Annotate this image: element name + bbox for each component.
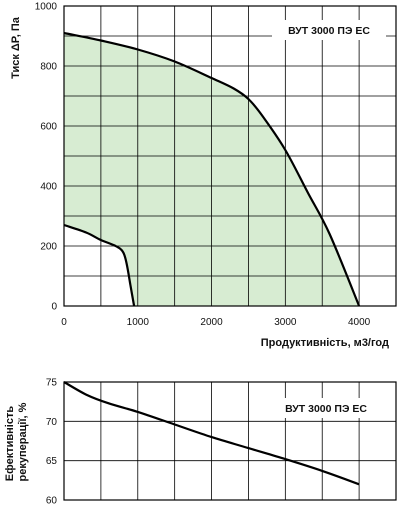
pressure-chart: 0 200 400 600 800 1000 0 1000 2000 3000 4000 ВУТ …	[10, 2, 397, 349]
pressure-y-tick-label: 800	[40, 62, 57, 73]
pressure-y-ticks: 0 200 400 600 800 1000	[35, 2, 58, 313]
efficiency-y-tick-label: 75	[46, 378, 58, 389]
pressure-y-tick-label: 600	[40, 122, 57, 133]
pressure-x-tick-label: 3000	[274, 317, 297, 328]
pressure-x-tick-label: 1000	[127, 317, 150, 328]
lower-curve	[63, 223, 136, 307]
pressure-x-tick-label: 4000	[348, 317, 371, 328]
efficiency-line	[63, 381, 360, 486]
efficiency-model-label: ВУТ 3000 ПЭ ЕС	[285, 403, 367, 415]
efficiency-y-tick-label: 60	[46, 496, 58, 507]
pressure-y-axis-title: Тиск ΔP, Па	[10, 16, 22, 79]
efficiency-y-tick-label: 70	[46, 417, 58, 428]
efficiency-chart: 60 65 70 75 ВУТ 3000 ПЭ ЕС Ефективність рек…	[4, 378, 397, 507]
efficiency-model-label-box	[266, 398, 386, 418]
pressure-x-tick-label: 0	[61, 317, 67, 328]
efficiency-y-axis-title: Ефективність рекуперації, %	[4, 402, 29, 481]
efficiency-y-axis-title-line1: Ефективність	[4, 406, 16, 482]
pressure-y-tick-label: 400	[40, 182, 57, 193]
efficiency-y-tick-label: 65	[46, 456, 58, 467]
pressure-y-tick-label: 0	[51, 302, 57, 313]
pressure-x-ticks: 0 1000 2000 3000 4000	[61, 317, 370, 328]
pressure-plot-frame	[63, 5, 397, 307]
pressure-model-label: ВУТ 3000 ПЭ ЕС	[288, 25, 370, 37]
efficiency-plot-frame	[63, 381, 397, 501]
pressure-y-tick-label: 200	[40, 242, 57, 253]
pressure-x-tick-label: 2000	[200, 317, 223, 328]
efficiency-y-axis-title-line2: рекуперації, %	[17, 402, 29, 481]
pressure-y-tick-label: 1000	[35, 2, 58, 13]
upper-curve	[63, 31, 361, 307]
pressure-x-axis-title: Продуктивність, м3/год	[261, 337, 389, 349]
efficiency-y-ticks: 60 65 70 75	[46, 378, 58, 507]
pressure-model-label-box	[272, 20, 386, 40]
